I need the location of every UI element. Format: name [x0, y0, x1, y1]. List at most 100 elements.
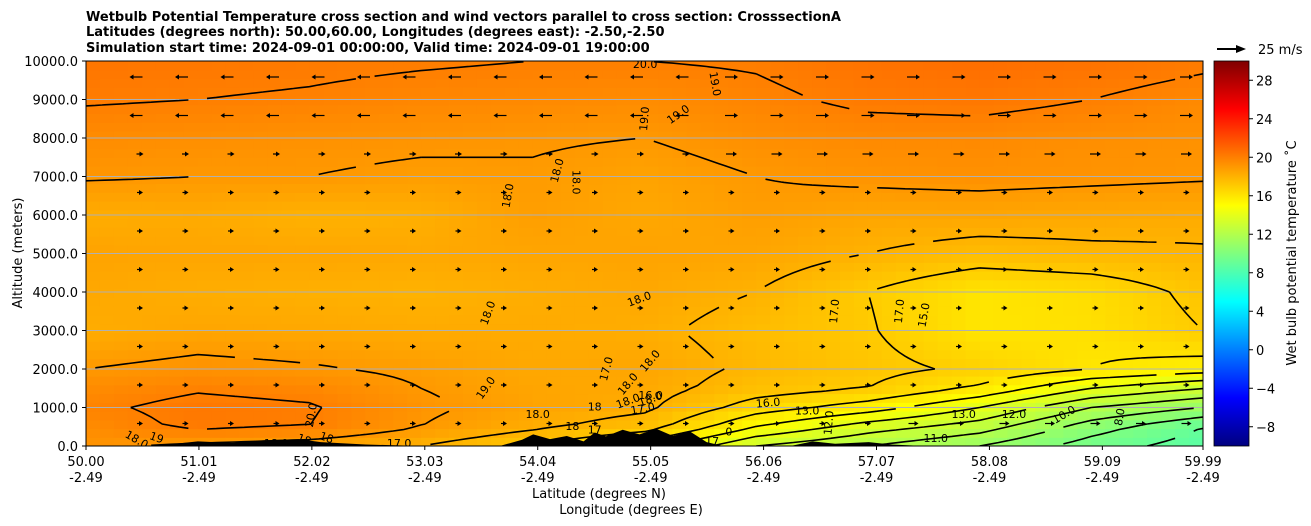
field-cell	[309, 61, 324, 71]
field-cell	[532, 314, 548, 325]
field-cell	[295, 349, 310, 360]
field-cell	[1119, 323, 1134, 333]
field-cell	[211, 253, 227, 263]
field-cell	[1161, 376, 1176, 386]
field-cell	[965, 113, 981, 123]
field-cell	[770, 323, 785, 333]
field-cell	[295, 411, 310, 421]
field-cell	[267, 69, 283, 80]
field-cell	[393, 297, 408, 307]
field-cell	[1007, 437, 1023, 446]
field-cell	[1035, 393, 1051, 403]
field-cell	[1189, 271, 1203, 281]
field-cell	[700, 96, 715, 106]
field-cell	[253, 139, 269, 150]
field-cell	[770, 61, 785, 71]
field-cell	[574, 218, 590, 228]
field-cell	[784, 244, 799, 255]
field-cell	[616, 419, 632, 430]
field-cell	[518, 174, 534, 185]
field-cell	[560, 87, 576, 97]
wind-vector-head	[457, 267, 462, 272]
field-cell	[267, 306, 283, 316]
field-cell	[756, 244, 771, 255]
field-cell	[602, 349, 618, 360]
field-cell	[756, 411, 771, 421]
field-cell	[909, 419, 925, 430]
field-cell	[909, 78, 925, 88]
field-cell	[197, 341, 213, 351]
field-cell	[225, 104, 241, 115]
wind-vector-head	[958, 267, 962, 272]
field-cell	[1049, 192, 1064, 202]
field-cell	[1161, 131, 1176, 141]
field-cell	[490, 341, 506, 351]
field-cell	[183, 419, 199, 430]
field-cell	[267, 209, 283, 220]
field-cell	[267, 227, 283, 237]
field-cell	[951, 244, 967, 255]
field-cell	[658, 166, 674, 176]
field-cell	[281, 288, 297, 298]
field-cell	[1091, 288, 1106, 298]
field-cell	[379, 428, 394, 438]
field-cell	[630, 209, 646, 220]
field-cell	[1007, 157, 1023, 167]
field-cell	[756, 288, 771, 298]
field-cell	[700, 349, 715, 360]
field-cell	[449, 96, 464, 106]
field-cell	[337, 428, 352, 438]
field-cell	[1175, 271, 1190, 281]
field-cell	[1119, 174, 1134, 185]
field-cell	[281, 384, 297, 395]
field-cell	[449, 279, 464, 290]
field-cell	[658, 384, 674, 395]
field-cell	[937, 244, 953, 255]
field-cell	[1091, 253, 1106, 263]
field-cell	[630, 428, 646, 438]
field-cell	[323, 419, 338, 430]
field-cell	[113, 166, 129, 176]
field-cell	[714, 148, 729, 158]
field-cell	[1175, 244, 1190, 255]
field-cell	[197, 314, 213, 325]
field-cell	[853, 271, 869, 281]
field-cell	[323, 332, 338, 342]
field-cell	[393, 437, 408, 446]
wind-vector-head	[1094, 190, 1099, 195]
field-cell	[923, 279, 939, 290]
field-cell	[99, 306, 115, 316]
field-cell	[616, 148, 632, 158]
field-cell	[700, 306, 715, 316]
field-cell	[267, 61, 283, 71]
field-cell	[197, 428, 213, 438]
field-cell	[393, 288, 408, 298]
field-cell	[798, 139, 813, 150]
field-cell	[853, 323, 869, 333]
field-cell	[686, 271, 701, 281]
field-cell	[658, 148, 674, 158]
field-cell	[602, 419, 618, 430]
field-cell	[1091, 244, 1106, 255]
field-cell	[616, 271, 632, 281]
field-cell	[490, 236, 506, 246]
field-cell	[281, 332, 297, 342]
field-cell	[1133, 419, 1148, 430]
field-cell	[295, 157, 310, 167]
field-cell	[574, 236, 590, 246]
field-cell	[798, 262, 813, 272]
field-cell	[826, 122, 841, 132]
field-cell	[881, 174, 897, 185]
wind-vector-head	[457, 228, 462, 234]
wind-vector-head	[776, 190, 780, 195]
field-cell	[881, 411, 897, 421]
field-cell	[225, 288, 241, 298]
field-cell	[127, 384, 143, 395]
field-cell	[337, 323, 352, 333]
field-cell	[644, 349, 660, 360]
field-cell	[658, 192, 674, 202]
field-cell	[462, 428, 478, 438]
field-cell	[574, 122, 590, 132]
field-cell	[1007, 349, 1023, 360]
wind-vector-head	[129, 74, 134, 80]
